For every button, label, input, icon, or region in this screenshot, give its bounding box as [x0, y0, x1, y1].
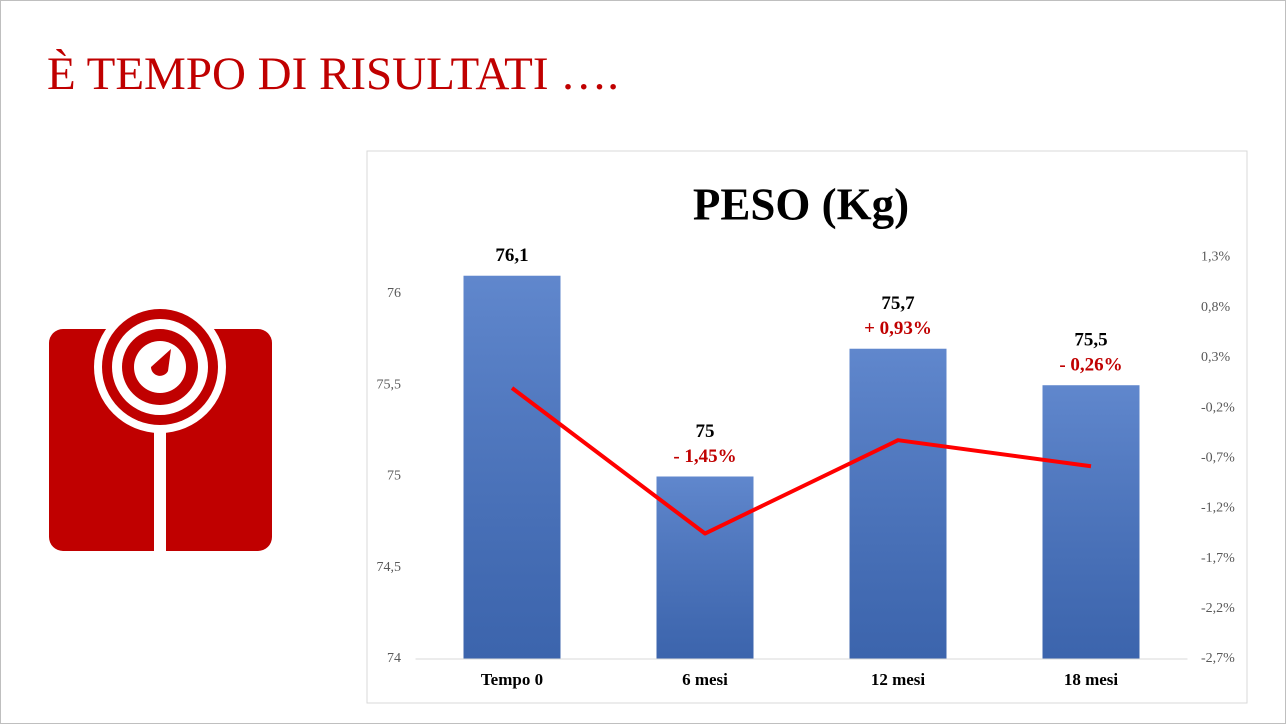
- y2-tick-label: -2,7%: [1201, 651, 1235, 666]
- y2-tick-label: -1,7%: [1201, 551, 1235, 566]
- y-tick-label: 76: [387, 286, 401, 301]
- value-label: 75,7: [881, 293, 915, 314]
- y2-tick-label: 0,8%: [1201, 300, 1231, 315]
- change-label: - 0,26%: [1059, 355, 1122, 376]
- x-tick-label: 6 mesi: [682, 670, 728, 689]
- y2-tick-label: -1,2%: [1201, 501, 1235, 516]
- plot: 74 74,5 75 75,5 76 -2,7% -2,2% -1,7% -1,2% -0,7% -…: [377, 245, 1236, 689]
- bar-shade: [1042, 385, 1140, 659]
- change-label: - 1,45%: [673, 446, 736, 467]
- y2-tick-label: 0,3%: [1201, 350, 1231, 365]
- y-tick-label: 75: [387, 469, 401, 484]
- value-label: 75: [696, 421, 715, 442]
- scale-icon: [49, 301, 272, 552]
- y-tick-label: 74,5: [377, 560, 402, 575]
- chart-title: PESO (Kg): [693, 179, 909, 229]
- y-tick-label: 75,5: [377, 377, 402, 392]
- x-tick-label: 12 mesi: [871, 670, 926, 689]
- x-tick-label: Tempo 0: [481, 670, 543, 689]
- y-tick-label: 74: [387, 651, 401, 666]
- bar-shade: [849, 348, 947, 659]
- y2-tick-label: -2,2%: [1201, 601, 1235, 616]
- x-tick-label: 18 mesi: [1064, 670, 1119, 689]
- y2-tick-label: -0,7%: [1201, 450, 1235, 465]
- bar-shade: [656, 476, 754, 659]
- bar-shade: [463, 275, 561, 659]
- value-label: 75,5: [1074, 330, 1107, 351]
- change-label: + 0,93%: [864, 318, 932, 339]
- y2-tick-label: 1,3%: [1201, 250, 1231, 265]
- y2-tick-label: -0,2%: [1201, 400, 1235, 415]
- slide-title: È TEMPO DI RISULTATI ….: [47, 48, 619, 100]
- value-label: 76,1: [495, 245, 528, 266]
- line: [510, 386, 1092, 536]
